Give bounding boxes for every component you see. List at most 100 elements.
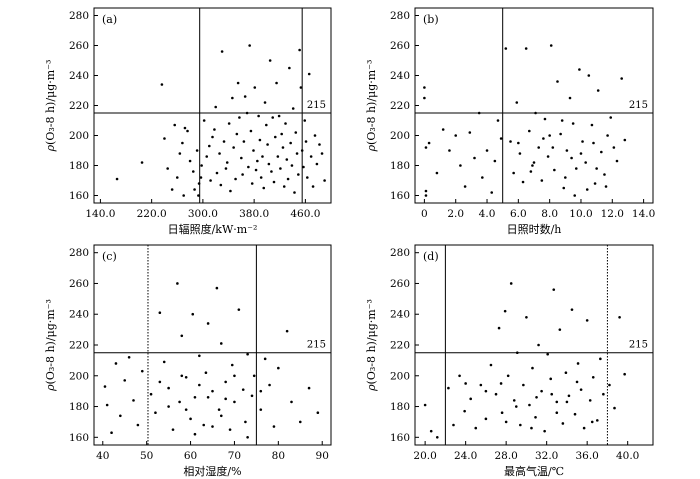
data-point bbox=[509, 140, 512, 143]
data-point bbox=[234, 177, 237, 181]
data-point bbox=[262, 186, 266, 190]
data-point bbox=[207, 144, 211, 148]
data-point bbox=[565, 400, 569, 404]
data-point bbox=[447, 386, 450, 390]
data-point bbox=[288, 66, 291, 70]
data-point bbox=[275, 81, 278, 85]
data-point bbox=[217, 408, 221, 411]
data-point bbox=[166, 167, 169, 170]
data-point bbox=[316, 411, 320, 414]
data-point bbox=[244, 420, 247, 424]
data-point bbox=[238, 116, 241, 119]
y-tick-label: 260 bbox=[69, 40, 89, 52]
y-tick-label: 200 bbox=[390, 130, 410, 142]
data-point bbox=[582, 426, 586, 430]
data-point bbox=[549, 44, 553, 47]
data-point bbox=[424, 146, 428, 149]
data-point bbox=[249, 129, 253, 133]
y-axis-label-symbol: ρ bbox=[44, 144, 57, 152]
data-point bbox=[435, 436, 439, 439]
data-point bbox=[518, 152, 522, 155]
data-point bbox=[596, 89, 600, 92]
data-point bbox=[259, 176, 263, 179]
data-point bbox=[517, 141, 520, 145]
data-point bbox=[281, 146, 285, 149]
data-point bbox=[200, 164, 203, 167]
data-point bbox=[252, 149, 255, 152]
x-tick-label: 36.0 bbox=[575, 450, 598, 462]
y-tick-label: 180 bbox=[390, 401, 410, 413]
data-point bbox=[481, 176, 484, 179]
data-point bbox=[509, 282, 513, 285]
data-point bbox=[574, 167, 578, 170]
data-point bbox=[484, 389, 488, 393]
data-point bbox=[567, 394, 571, 398]
y-tick-label: 260 bbox=[390, 278, 410, 290]
data-point bbox=[548, 134, 551, 137]
x-tick-label: 4.0 bbox=[479, 208, 496, 220]
data-point bbox=[180, 374, 184, 378]
y-axis-label: ρ(O₃-8 h)/μg·m⁻³ bbox=[365, 60, 378, 153]
y-tick-label: 240 bbox=[390, 70, 410, 82]
data-point bbox=[531, 366, 534, 370]
x-axis-label: 相对湿度/% bbox=[183, 464, 241, 478]
data-point bbox=[176, 282, 179, 285]
data-point bbox=[553, 168, 556, 172]
data-point bbox=[576, 362, 580, 365]
data-point bbox=[103, 385, 107, 388]
data-point bbox=[105, 403, 109, 407]
data-point bbox=[193, 396, 197, 399]
y-tick-label: 240 bbox=[69, 309, 89, 321]
data-point bbox=[512, 171, 515, 175]
y-tick-label: 220 bbox=[69, 340, 89, 352]
data-point bbox=[529, 170, 533, 173]
data-point bbox=[193, 188, 196, 191]
data-point bbox=[564, 176, 567, 179]
x-tick-label: 380.0 bbox=[239, 208, 269, 220]
data-point bbox=[246, 352, 249, 356]
data-point bbox=[595, 419, 599, 422]
data-point bbox=[578, 68, 581, 71]
data-point bbox=[561, 422, 565, 425]
panel-2: 160 180 200 220 240 260 280 0 2.0 4.0 6.0 8.0 10.0 12… bbox=[365, 7, 655, 236]
data-point bbox=[233, 400, 236, 404]
data-point bbox=[297, 173, 300, 176]
data-point bbox=[230, 363, 234, 367]
data-point bbox=[604, 185, 608, 188]
data-point bbox=[184, 376, 188, 379]
data-point bbox=[136, 423, 140, 427]
data-point bbox=[620, 77, 623, 80]
data-point bbox=[555, 411, 559, 414]
data-point bbox=[464, 382, 467, 385]
y-tick-label: 220 bbox=[390, 340, 410, 352]
data-point bbox=[468, 131, 472, 134]
data-point bbox=[206, 322, 210, 325]
data-point bbox=[546, 155, 550, 158]
x-tick-label: 70 bbox=[228, 450, 241, 462]
data-point bbox=[503, 309, 507, 313]
data-point bbox=[323, 179, 326, 182]
data-point bbox=[528, 403, 531, 407]
data-point bbox=[250, 182, 254, 185]
data-point bbox=[178, 152, 182, 155]
plot-frame bbox=[414, 244, 654, 446]
data-point bbox=[276, 155, 280, 158]
data-point bbox=[441, 128, 445, 131]
data-point bbox=[581, 140, 584, 143]
data-point bbox=[215, 286, 219, 290]
data-point bbox=[268, 383, 271, 387]
y-tick-label: 240 bbox=[390, 309, 410, 321]
data-point bbox=[565, 149, 569, 152]
data-point bbox=[534, 416, 537, 419]
data-point bbox=[170, 188, 174, 191]
x-tick-label: 40 bbox=[96, 450, 109, 462]
data-point bbox=[459, 164, 462, 167]
data-point bbox=[318, 143, 321, 146]
data-point bbox=[224, 167, 228, 170]
data-point bbox=[271, 116, 275, 119]
data-point bbox=[423, 403, 427, 407]
data-point bbox=[499, 382, 503, 385]
data-point bbox=[549, 377, 553, 381]
data-point bbox=[504, 420, 508, 424]
